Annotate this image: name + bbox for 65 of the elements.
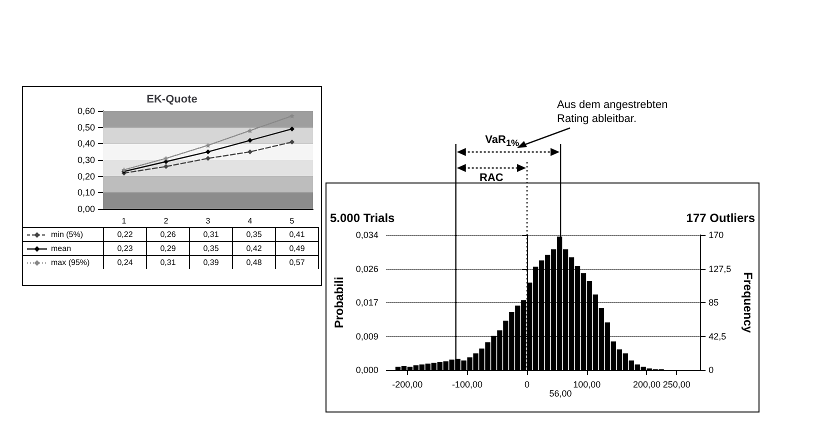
x-tick-label: 200,00 xyxy=(632,380,660,390)
legend-label: mean xyxy=(51,244,72,253)
y-tick-label: 0,20 xyxy=(77,171,95,182)
data-label: 0,49 xyxy=(276,242,319,255)
data-label: 0,42 xyxy=(233,242,276,255)
text: 177 Outliers xyxy=(686,211,756,225)
x-tick-label: -100,00 xyxy=(452,380,482,390)
point xyxy=(248,138,252,143)
y-tick-label: 0,000 xyxy=(356,365,378,375)
y-tick-label: 0,009 xyxy=(356,331,378,342)
data-label: 0,31 xyxy=(190,228,233,241)
point xyxy=(290,140,294,145)
point xyxy=(290,126,294,132)
point xyxy=(164,156,168,161)
y2-tick-label: 127,5 xyxy=(708,264,732,274)
y-tick-label: 0,40 xyxy=(77,138,95,149)
point xyxy=(206,149,210,154)
y-tick-label: 0,10 xyxy=(77,188,95,198)
x-tick-label: 5 xyxy=(290,216,295,226)
data-label: 0,35 xyxy=(190,242,233,255)
y2-tick-label: 170 xyxy=(708,230,724,240)
legend-label: min (5%) xyxy=(51,230,84,239)
x-tick-label: 250,00 xyxy=(662,380,690,390)
data-label: 0,39 xyxy=(190,256,233,269)
x-tick-label: 3 xyxy=(206,216,211,226)
y-tick-label: 0,034 xyxy=(356,230,378,240)
y2-axis-title: Frequency xyxy=(741,272,755,334)
chart-title: EK-Quote xyxy=(146,94,198,106)
data-label: 0,29 xyxy=(147,242,190,255)
point xyxy=(206,156,210,161)
data-label: 0,22 xyxy=(104,228,147,241)
data-label: 0,24 xyxy=(104,256,147,269)
ref-line-label: 56,00 xyxy=(549,388,572,398)
y2-tick-label: 42,5 xyxy=(708,331,726,342)
data-label: 0,41 xyxy=(276,228,319,241)
data-label: 0,57 xyxy=(276,256,319,269)
legend-label: max (95%) xyxy=(51,258,90,267)
text: VaR$_{1%}$ xyxy=(484,134,520,150)
y-tick-label: 0,026 xyxy=(356,264,378,274)
y-axis-title: Probabili xyxy=(332,276,346,328)
x-tick-label: -200,00 xyxy=(392,380,423,390)
point xyxy=(206,142,210,148)
y-tick-label: 0,60 xyxy=(77,106,95,116)
x-tick-label: 100,00 xyxy=(573,380,601,390)
data-label: 0,35 xyxy=(233,228,276,241)
data-label: 0,26 xyxy=(147,228,190,241)
y-tick-label: 0,00 xyxy=(77,204,95,214)
text: RAC xyxy=(478,172,504,185)
x-tick-label: 1 xyxy=(122,216,127,226)
point xyxy=(248,149,252,154)
y-tick-label: 0,017 xyxy=(356,298,378,308)
y-tick-label: 0,30 xyxy=(77,155,95,165)
text: Aus dem angestrebten Rating ableitbar. xyxy=(557,99,671,125)
text: 5.000 Trials xyxy=(330,211,396,225)
data-label: 0,23 xyxy=(104,242,147,255)
x-tick-label: 4 xyxy=(248,216,253,226)
y2-tick-label: 85 xyxy=(708,298,719,308)
y2-tick-label: 0 xyxy=(708,365,714,375)
point xyxy=(248,128,252,134)
y-tick-label: 0,50 xyxy=(77,122,95,132)
x-tick-label: 2 xyxy=(164,216,169,226)
data-label: 0,48 xyxy=(233,256,276,269)
point xyxy=(164,164,168,170)
data-label: 0,31 xyxy=(147,256,190,269)
x-tick-label: 0 xyxy=(524,380,530,390)
